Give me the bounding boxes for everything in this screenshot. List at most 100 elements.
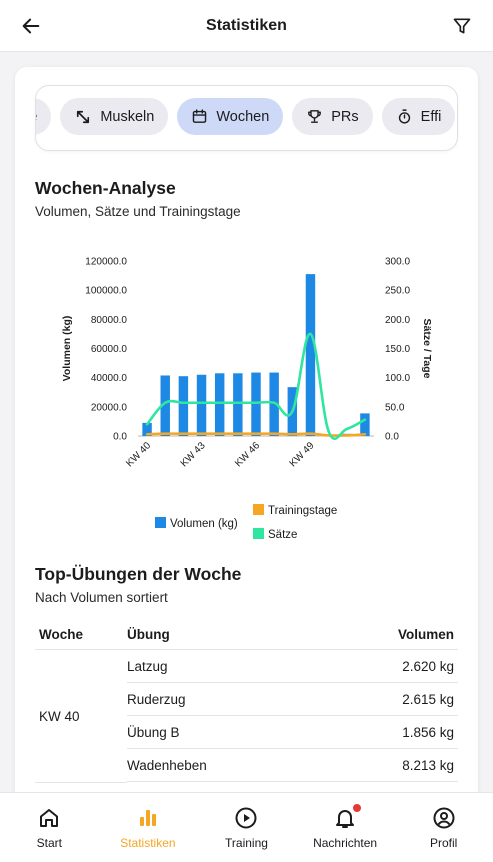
analysis-subtitle: Volumen, Sätze und Trainingstage [35,204,241,219]
legend-label: Volumen (kg) [170,518,238,530]
bar-volume [360,413,370,436]
x-tick-label: KW 46 [233,440,262,469]
arrow-left-icon [22,18,40,33]
page-title: Statistiken [206,16,287,34]
week-cell: KW 40 [35,650,127,783]
analysis-title: Wochen-Analyse [35,178,176,198]
y2-axis-label: Sätze / Tage [421,319,433,379]
exercise-name: Ruderzug [127,691,186,707]
top-exercises-table: Woche Übung Volumen KW 40 Latzug 2.620 k… [35,620,458,783]
filter-button[interactable] [449,13,475,39]
y-tick-label: 60000.0 [91,344,128,355]
bar-volume [233,373,243,436]
weekly-analysis-chart: 0.0 20000.0 40000.0 60000.0 80000.0 100000.0 1… [61,257,433,542]
x-tick-label: KW 40 [124,440,153,469]
y-tick-label: 100000.0 [85,286,127,297]
table-row: Latzug 2.620 kg [127,650,458,683]
table-row: Übung B 1.856 kg [127,716,458,749]
bar-volume [160,375,170,436]
y2-tick-label: 50.0 [385,402,405,413]
y-tick-label: 20000.0 [91,402,128,413]
nav-training[interactable]: Training [197,793,296,862]
bar-volume [251,372,261,436]
table-group: KW 40 Latzug 2.620 kg Ruderzug 2.615 kg … [35,650,458,783]
bar-chart-icon [139,810,156,826]
y-axis-label: Volumen (kg) [61,316,73,382]
legend-swatch [253,528,264,539]
category-chip-bar[interactable]: ce Muskeln Wochen PRs Effi [35,85,458,151]
chip-label: PRs [331,108,359,125]
nav-label: Nachrichten [313,836,378,850]
y-tick-label: 80000.0 [91,315,128,326]
nav-label: Profil [430,836,458,850]
y2-tick-label: 300.0 [385,257,410,268]
exercise-name: Übung B [127,724,180,740]
header-week: Woche [39,627,84,642]
chip-label: Effi [420,108,442,125]
filter-icon [453,18,471,34]
table-header: Woche Übung Volumen [35,620,458,650]
nav-label: Start [36,836,62,850]
chip-label: ce [36,109,37,125]
line-trainingstage [145,432,367,437]
user-circle-icon [433,807,455,829]
exercise-name: Latzug [127,658,168,674]
bell-icon [336,810,355,828]
exercise-name: Wadenheben [127,757,207,773]
exercise-volume: 2.620 kg [402,658,454,674]
legend-swatch [253,504,264,515]
header-exercise: Übung [127,627,170,642]
exercise-volume: 8.213 kg [402,757,454,773]
y-tick-label: 120000.0 [85,257,127,268]
y2-tick-label: 250.0 [385,286,410,297]
chip-prs[interactable]: PRs [292,98,373,135]
app-bar: Statistiken [0,0,493,52]
exercise-volume: 2.615 kg [402,691,454,707]
exercise-volume: 1.856 kg [402,724,454,740]
bar-volume [214,373,225,436]
bar-volume [269,372,279,436]
nav-statistiken[interactable]: Statistiken [99,793,198,862]
play-circle-icon [235,807,257,829]
top-exercises-title: Top-Übungen der Woche [35,564,242,584]
y2-tick-label: 0.0 [385,432,399,443]
chip-label: Wochen [216,108,270,125]
line-saetze [145,332,367,440]
y2-tick-label: 150.0 [385,344,410,355]
bar-volume [142,422,152,436]
trophy-icon [308,110,322,123]
chip-wochen[interactable]: Wochen [177,98,284,135]
x-tick-label: KW 49 [288,440,317,469]
stopwatch-icon [398,109,410,124]
table-row: Wadenheben 8.213 kg [127,749,458,782]
y2-tick-label: 100.0 [385,373,410,384]
legend-label: Sätze [268,529,297,541]
chip-muskeln[interactable]: Muskeln [60,98,169,135]
chip-effizienz[interactable]: Effi [381,98,456,135]
legend-label: Trainingstage [268,505,337,517]
chip-performance[interactable]: ce [36,98,52,135]
chip-label: Muskeln [100,108,155,125]
notification-badge [352,804,361,812]
back-button[interactable] [18,13,44,39]
header-volume: Volumen [397,627,454,642]
bar-volume [305,274,316,436]
calendar-icon [193,109,207,123]
top-exercises-subtitle: Nach Volumen sortiert [35,590,168,605]
legend-swatch [155,517,166,528]
nav-label: Training [225,836,268,850]
nav-label: Statistiken [120,836,176,850]
y2-tick-label: 200.0 [385,315,410,326]
bar-volume [196,374,207,436]
bar-volume [178,376,189,436]
bottom-navigation: Start Statistiken Training Nachrichten P… [0,792,493,862]
y-tick-label: 40000.0 [91,373,128,384]
nav-profil[interactable]: Profil [394,793,493,862]
nav-start[interactable]: Start [0,793,99,862]
x-tick-label: KW 43 [179,440,208,469]
y-tick-label: 0.0 [113,432,127,443]
home-icon [40,809,59,827]
table-row: Ruderzug 2.615 kg [127,683,458,716]
nav-nachrichten[interactable]: Nachrichten [296,793,395,862]
statistics-card: ce Muskeln Wochen PRs Effi Wochen-Analys… [15,67,478,807]
